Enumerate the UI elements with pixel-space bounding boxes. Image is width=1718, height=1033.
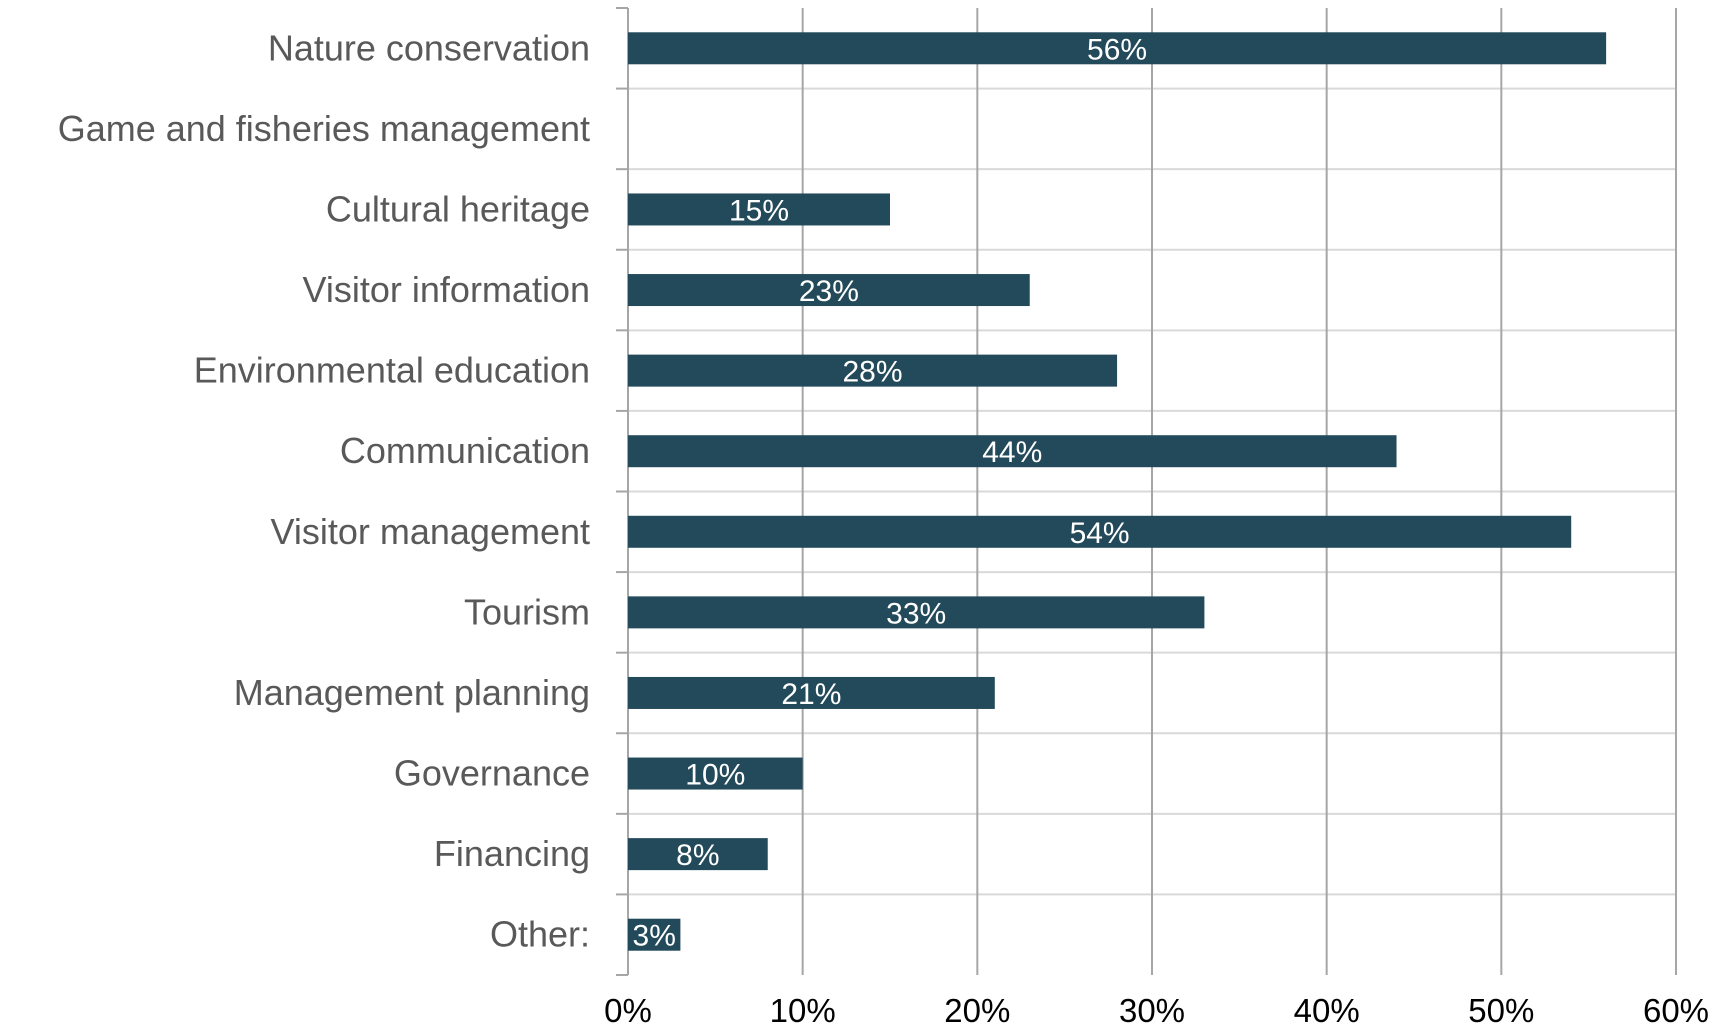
data-label: 15% — [729, 194, 789, 227]
bar — [628, 193, 890, 226]
data-label: 21% — [781, 678, 841, 711]
category-label: Tourism — [464, 591, 590, 632]
data-label: 54% — [1070, 517, 1130, 550]
bar — [628, 32, 1607, 65]
data-label: 56% — [1087, 33, 1147, 66]
category-label: Management planning — [234, 672, 590, 713]
x-tick-label: 60% — [1643, 992, 1709, 1029]
bar — [628, 274, 1030, 307]
category-labels: Nature conservation Game and fisheries ma… — [58, 27, 590, 954]
x-tick-label: 40% — [1294, 992, 1360, 1029]
bar — [628, 838, 768, 871]
bars — [628, 32, 1607, 951]
data-labels: 56% 15% 23% 28% 44% 54% 33% 21% 10% 8% 3% — [633, 33, 1148, 952]
bar — [628, 515, 1572, 548]
data-label: 23% — [799, 275, 859, 308]
category-label: Environmental education — [194, 350, 590, 391]
data-label: 3% — [633, 920, 676, 953]
category-label: Other: — [490, 914, 590, 955]
x-tick-label: 30% — [1119, 992, 1185, 1029]
category-label: Visitor management — [271, 511, 591, 552]
x-tick-label: 10% — [770, 992, 836, 1029]
bar — [628, 596, 1205, 629]
category-label: Nature conservation — [268, 27, 590, 68]
data-label: 8% — [676, 839, 719, 872]
bar — [628, 918, 681, 951]
category-label: Governance — [394, 753, 590, 794]
bar — [628, 676, 995, 709]
category-label: Cultural heritage — [326, 188, 590, 229]
x-tick-label: 0% — [604, 992, 652, 1029]
bar — [628, 354, 1118, 387]
bar — [628, 435, 1397, 468]
x-tick-label: 20% — [944, 992, 1010, 1029]
x-tick-label: 50% — [1468, 992, 1534, 1029]
data-label: 44% — [982, 436, 1042, 469]
category-label: Financing — [434, 833, 590, 874]
category-label: Communication — [340, 430, 590, 471]
data-label: 10% — [685, 759, 745, 792]
bar — [628, 757, 803, 790]
data-label: 28% — [843, 356, 903, 389]
grid-lines — [616, 7, 1677, 976]
category-label: Visitor information — [303, 269, 590, 310]
x-axis-tick-labels: 0% 10% 20% 30% 40% 50% 60% — [604, 992, 1709, 1029]
category-label: Game and fisheries management — [58, 108, 590, 149]
data-label: 33% — [886, 597, 946, 630]
